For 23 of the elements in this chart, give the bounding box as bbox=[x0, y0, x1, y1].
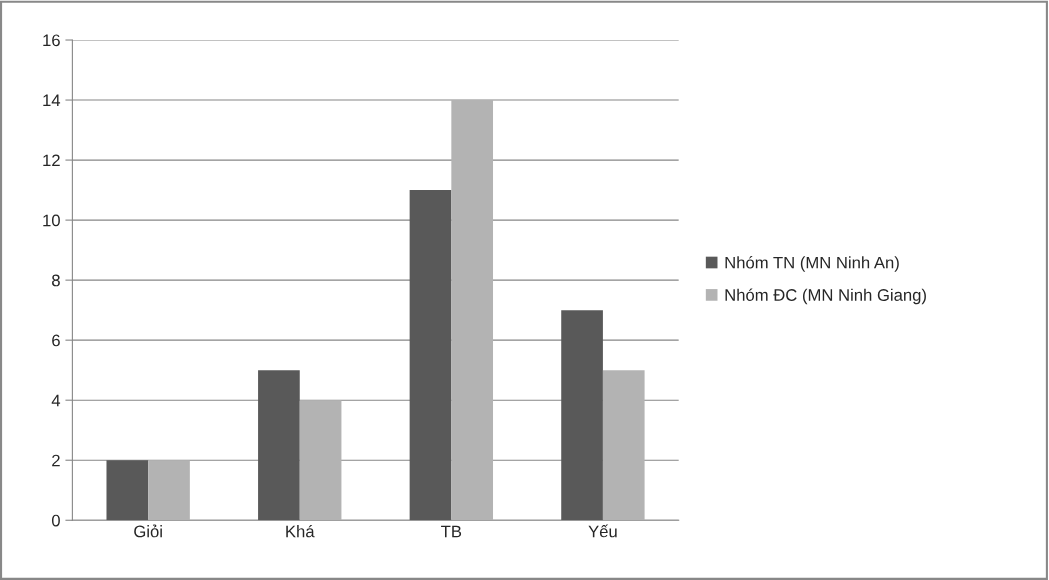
y-tick-label: 14 bbox=[43, 94, 61, 107]
legend-label: Nhóm ĐC (MN Ninh Giang) bbox=[725, 288, 926, 305]
legend-label: Nhóm TN (MN Ninh An) bbox=[725, 256, 899, 272]
y-tick-label: 10 bbox=[43, 214, 60, 227]
bar bbox=[451, 100, 494, 521]
y-tick-label: 0 bbox=[51, 514, 60, 527]
y-tick-label: 6 bbox=[52, 334, 60, 347]
bar bbox=[148, 460, 190, 521]
bar bbox=[561, 310, 603, 521]
bar bbox=[106, 460, 149, 521]
y-tick-label: 2 bbox=[52, 454, 60, 467]
y-tick-label: 16 bbox=[43, 34, 60, 47]
y-tick-label: 12 bbox=[43, 154, 60, 167]
bar bbox=[299, 400, 342, 521]
y-tick-label: 4 bbox=[51, 394, 61, 407]
bar bbox=[602, 370, 645, 521]
x-tick-label: Giỏi bbox=[134, 524, 162, 538]
bar bbox=[258, 370, 300, 521]
x-tick-label: Yếu bbox=[588, 524, 617, 538]
x-tick-label: TB bbox=[441, 525, 462, 538]
y-tick-label: 8 bbox=[52, 274, 60, 287]
x-tick-label: Khá bbox=[286, 524, 315, 538]
bar bbox=[409, 190, 452, 521]
